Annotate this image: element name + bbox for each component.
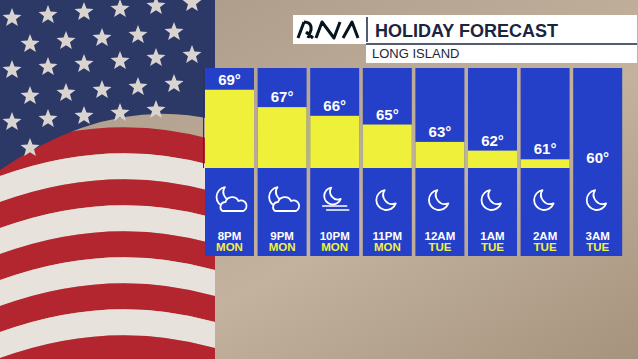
fog-icon [323, 206, 349, 210]
title-box [293, 15, 637, 44]
x-tick-label: TUE [534, 241, 557, 253]
weather-icon [587, 190, 606, 210]
header: HOLIDAY FORECAST LONG ISLAND [293, 15, 637, 63]
flag-star [165, 74, 184, 92]
data-label: 60° [586, 149, 609, 166]
moon-icon [534, 190, 553, 210]
flag-star [147, 100, 166, 118]
flag-star [57, 83, 76, 101]
flag-star [93, 80, 112, 98]
data-label: 67° [271, 88, 294, 105]
flag-star [75, 2, 94, 20]
flag-star [165, 22, 184, 40]
weather-icon [482, 190, 501, 210]
column-panel [363, 68, 412, 256]
bar [521, 159, 570, 168]
moon-icon [324, 188, 341, 205]
flag-star [21, 34, 40, 52]
bar [258, 107, 307, 168]
flag-stripe [0, 335, 215, 359]
root: HOLIDAY FORECASTLONG ISLAND69°67°66°65°6… [0, 0, 638, 359]
bars [205, 90, 570, 168]
flag-star [111, 51, 130, 69]
x-tick-label: MON [374, 241, 401, 253]
flag-canton [0, 0, 215, 170]
data-label: 69° [218, 71, 241, 88]
flag-star [57, 31, 76, 49]
bar [468, 151, 517, 168]
flag-star [75, 106, 94, 124]
bar [415, 142, 464, 168]
brand-logo [298, 22, 358, 38]
x-tick-label: MON [269, 241, 296, 253]
background [0, 0, 638, 359]
title: HOLIDAY FORECAST [375, 21, 558, 41]
flag-star [39, 57, 58, 75]
column-panel [258, 68, 307, 256]
moon-icon [429, 190, 448, 210]
flag-star [3, 60, 22, 78]
flag-star [147, 48, 166, 66]
flag-star [39, 5, 58, 23]
moon-icon [376, 190, 395, 210]
flag-star [183, 0, 202, 11]
data-label: 65° [376, 106, 399, 123]
x-tick-label: MON [321, 241, 348, 253]
header-divider [366, 43, 637, 45]
column-panel [415, 68, 464, 256]
flag-star [111, 0, 130, 17]
y-axis-line [203, 68, 204, 168]
column-panel [205, 68, 254, 256]
moon-icon [482, 190, 501, 210]
panels [205, 68, 622, 256]
cloud-icon [273, 197, 299, 211]
bar [310, 116, 359, 168]
weather-icon [429, 190, 448, 210]
weather-icon [534, 190, 553, 210]
subtitle: LONG ISLAND [372, 46, 459, 61]
flag-star [93, 28, 112, 46]
subtitle-box [366, 44, 637, 63]
x-tick-label: TUE [428, 241, 451, 253]
data-label: 62° [481, 132, 504, 149]
column-panel [310, 68, 359, 256]
flag-star [111, 103, 130, 121]
moon-icon [587, 190, 606, 210]
column-panel [573, 68, 622, 256]
data-label: 61° [534, 140, 557, 157]
flag-star [39, 109, 58, 127]
column-panel [468, 68, 517, 256]
flag-star [3, 8, 22, 26]
bar [205, 90, 254, 168]
bar [573, 168, 622, 169]
flag-star [129, 77, 148, 95]
weather-icon [269, 187, 299, 211]
flag [0, 0, 215, 359]
cloud-icon [221, 197, 247, 211]
header-divider [366, 17, 368, 42]
bar [363, 125, 412, 168]
x-tick-label: MON [216, 241, 243, 253]
flag-star [21, 86, 40, 104]
flag-star [129, 25, 148, 43]
data-label: 63° [429, 123, 452, 140]
x-tick-label: TUE [586, 241, 609, 253]
canvas: HOLIDAY FORECASTLONG ISLAND69°67°66°65°6… [0, 0, 638, 359]
flag-star [3, 112, 22, 130]
labels: 69° 67° 66° 65° 63° 62° 61° 60° [218, 71, 609, 166]
weather-icon [217, 187, 247, 211]
flag-star [147, 0, 166, 14]
weather-icon [323, 188, 349, 210]
flag-star [183, 45, 202, 63]
flag-star [21, 138, 40, 156]
data-label: 66° [323, 97, 346, 114]
x-tick-label: TUE [481, 241, 504, 253]
column-panel [521, 68, 570, 256]
weather-icon [376, 190, 395, 210]
flag-star [75, 54, 94, 72]
